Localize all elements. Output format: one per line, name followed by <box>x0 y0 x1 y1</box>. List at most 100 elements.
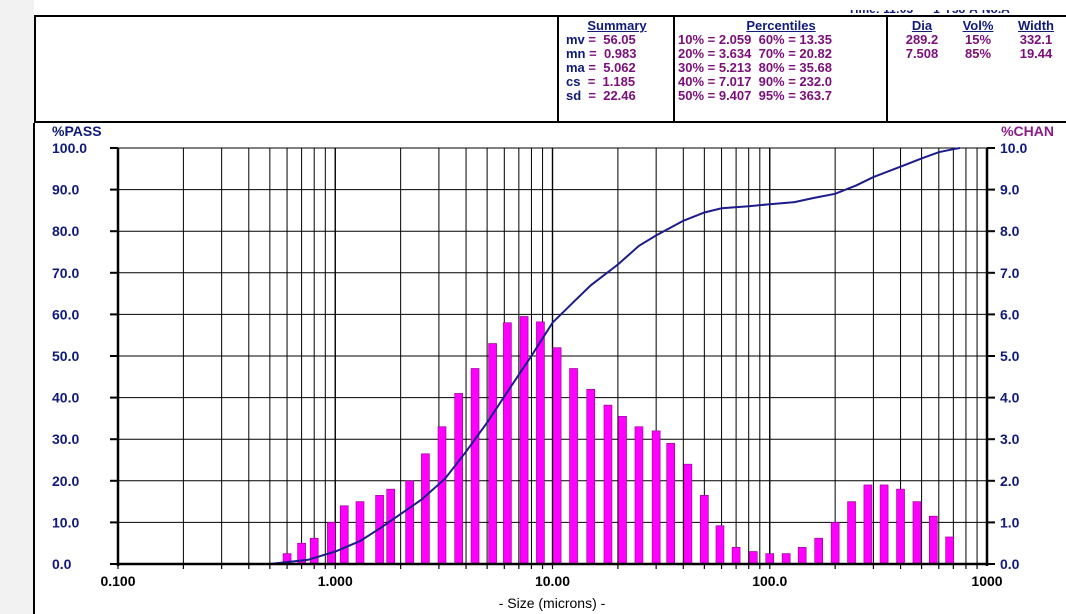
channel-bar <box>683 463 693 565</box>
y-right-tick-label: 8.0 <box>1000 223 1020 239</box>
y-right-tick-label: 10.0 <box>1000 140 1027 156</box>
axis-labels: 100.0 10.0 90.0 9.0 80.0 8.0 70.0 7.0 60.0 6.0 50.… <box>52 140 1027 589</box>
percentile-row: 20% = 3.634 70% = 20.82 <box>678 46 832 61</box>
y-axis-right-label: %CHAN <box>1001 123 1054 139</box>
y-left-tick-label: 0.0 <box>52 556 72 572</box>
percentile-row: 30% = 5.213 80% = 35.68 <box>678 60 832 75</box>
channel-bar <box>700 495 709 565</box>
channel-bar <box>569 368 578 565</box>
summary-value: 22.46 <box>603 88 636 103</box>
channel-bar <box>405 480 414 565</box>
channel-bar <box>847 501 856 565</box>
channel-bar <box>715 525 725 565</box>
peaks-vol-column: Vol% 15% 85% <box>952 19 1004 61</box>
channel-bar <box>618 416 627 565</box>
channel-bar <box>454 393 463 565</box>
y-right-tick-label: 7.0 <box>1000 265 1020 281</box>
channel-bar <box>731 547 741 565</box>
summary-value: 1.185 <box>602 74 636 89</box>
summary-key: mn <box>566 46 586 61</box>
channel-bar <box>651 430 661 565</box>
cumulative-pass-curve <box>156 147 961 565</box>
channel-bar <box>928 515 938 565</box>
peaks-width-column: Width 332.1 19.44 <box>1008 19 1064 61</box>
peaks-dia-header: Dia <box>911 18 933 33</box>
peak-dia-value: 289.2 <box>905 32 939 47</box>
header-separator-2 <box>673 17 675 123</box>
y-left-tick-label: 30.0 <box>52 431 79 447</box>
summary-key: sd <box>566 88 582 103</box>
y-axis-left-label: %PASS <box>52 123 102 139</box>
percentile-row: 50% = 9.407 95% = 363.7 <box>678 88 832 103</box>
percentiles-panel: Percentiles 10% = 2.059 60% = 13.35 20% … <box>678 19 884 103</box>
y-left-tick-label: 100.0 <box>52 140 87 156</box>
channel-bar <box>437 426 447 565</box>
peaks-width-header: Width <box>1018 18 1054 33</box>
percentile-row: 10% = 2.059 60% = 13.35 <box>678 32 832 47</box>
channel-bar <box>536 321 545 565</box>
summary-row: sd = 22.46 <box>566 88 636 103</box>
peak-vol-value: 85% <box>964 46 992 61</box>
summary-row: mv = 56.05 <box>566 32 636 47</box>
y-left-tick-label: 90.0 <box>52 182 79 198</box>
chart-grid <box>110 147 995 569</box>
y-right-tick-label: 6.0 <box>1000 306 1020 322</box>
peaks-panel: Dia 289.2 7.508 Vol% 15% 85% Width 332.1… <box>896 19 1064 61</box>
peak-width-value: 332.1 <box>1019 32 1053 47</box>
channel-bar <box>912 501 922 565</box>
summary-value: 5.062 <box>603 60 636 75</box>
y-left-tick-label: 20.0 <box>52 473 79 489</box>
chart-frame <box>33 123 989 614</box>
header-cut-text: Time: 11:03 1·Y58·A·No.A <box>848 2 1010 16</box>
y-left-tick-label: 70.0 <box>52 265 79 281</box>
channel-bar <box>896 488 905 565</box>
channel-bar <box>339 505 349 565</box>
x-tick-label: 1000 <box>971 573 1002 589</box>
y-right-tick-label: 2.0 <box>1000 473 1020 489</box>
channel-bar <box>519 316 529 565</box>
left-margin-strip <box>0 0 34 614</box>
channel-bar <box>386 488 396 565</box>
channel-bar <box>634 426 644 565</box>
summary-key: ma <box>566 60 585 75</box>
channel-bars <box>282 316 954 565</box>
header-separator-3 <box>886 17 888 123</box>
y-left-tick-label: 40.0 <box>52 390 79 406</box>
x-axis-label: - Size (microns) - <box>499 595 606 611</box>
summary-value: 56.05 <box>603 32 636 47</box>
channel-bar <box>666 443 675 565</box>
header-top-rule <box>34 15 1066 17</box>
peak-dia-value: 7.508 <box>905 46 939 61</box>
channel-bar <box>309 537 319 565</box>
channel-bar <box>552 347 562 565</box>
percentile-row: 40% = 7.017 90% = 232.0 <box>678 74 832 89</box>
channel-bar <box>488 343 497 565</box>
y-left-tick-label: 10.0 <box>52 514 79 530</box>
peaks-vol-header: Vol% <box>962 18 994 33</box>
peak-width-value: 19.44 <box>1019 46 1053 61</box>
y-right-tick-label: 4.0 <box>1000 390 1020 406</box>
channel-bar <box>327 522 336 565</box>
channel-bar <box>603 404 613 565</box>
channel-bar <box>503 322 512 565</box>
y-left-tick-label: 80.0 <box>52 223 79 239</box>
channel-bar <box>748 551 758 565</box>
peaks-dia-column: Dia 289.2 7.508 <box>896 19 948 61</box>
summary-row: cs = 1.185 <box>566 74 636 89</box>
channel-bar <box>765 553 775 565</box>
peak-vol-value: 15% <box>964 32 992 47</box>
summary-row: mn = 0.983 <box>566 46 637 61</box>
percentiles-title: Percentiles <box>746 18 816 33</box>
channel-bar <box>421 453 430 565</box>
x-tick-label: 10.00 <box>535 573 570 589</box>
channel-bar <box>781 553 791 565</box>
header-separator-1 <box>557 17 559 123</box>
summary-key: mv <box>566 32 585 47</box>
channel-bar <box>797 547 807 565</box>
channel-bar <box>355 501 365 565</box>
channel-bar <box>879 484 889 565</box>
x-tick-label: 100.0 <box>752 573 787 589</box>
x-tick-label: 1.000 <box>318 573 353 589</box>
summary-key: cs <box>566 74 581 89</box>
